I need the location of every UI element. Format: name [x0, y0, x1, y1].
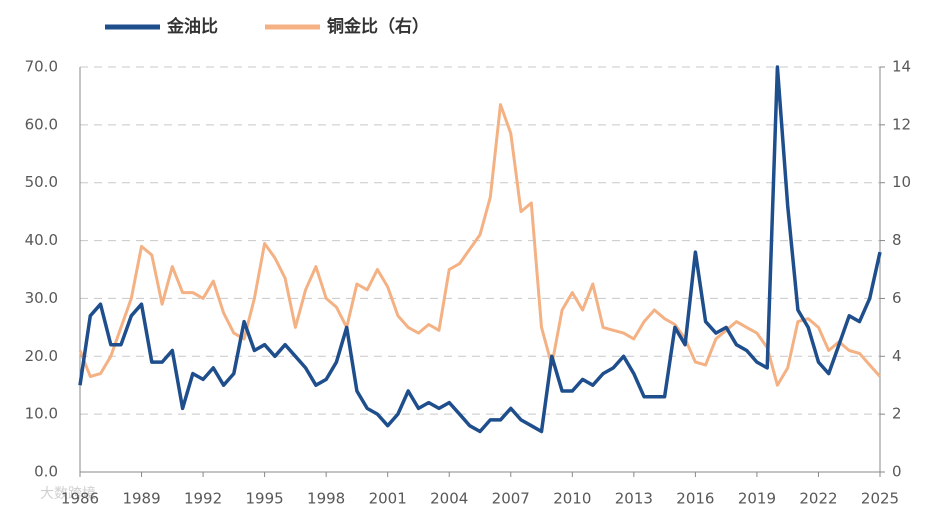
x-tick-label: 2010 — [553, 490, 591, 508]
x-tick-label: 2004 — [430, 490, 468, 508]
y2-tick-label: 0 — [892, 463, 902, 481]
x-tick-label: 2013 — [615, 490, 653, 508]
y2-tick-label: 14 — [892, 58, 911, 76]
x-tick-label: 2007 — [492, 490, 530, 508]
y-tick-label: 10.0 — [25, 405, 58, 423]
series-line — [78, 65, 882, 434]
watermark: 大数跨境 — [40, 486, 96, 502]
y2-tick-label: 2 — [892, 405, 902, 423]
series-line — [78, 103, 882, 387]
legend-label: 铜金比（右） — [327, 16, 429, 37]
x-tick-label: 2016 — [676, 490, 714, 508]
x-tick-label: 1986 — [61, 490, 99, 508]
y-tick-label: 50.0 — [25, 173, 58, 191]
y-tick-label: 60.0 — [25, 115, 58, 133]
y2-tick-label: 12 — [892, 115, 911, 133]
y-tick-label: 0.0 — [34, 463, 58, 481]
x-tick-label: 2025 — [861, 490, 899, 508]
y-tick-label: 30.0 — [25, 289, 58, 307]
y2-tick-label: 10 — [892, 173, 911, 191]
x-tick-label: 1995 — [246, 490, 284, 508]
y-tick-label: 40.0 — [25, 231, 58, 249]
x-tick-label: 2022 — [799, 490, 837, 508]
y-tick-label: 20.0 — [25, 347, 58, 365]
x-tick-label: 1998 — [307, 490, 345, 508]
y2-tick-label: 6 — [892, 289, 902, 307]
x-tick-label: 2001 — [369, 490, 407, 508]
x-tick-label: 1992 — [184, 490, 222, 508]
y2-tick-label: 4 — [892, 347, 902, 365]
legend-label: 金油比 — [166, 16, 218, 37]
x-tick-label: 1989 — [122, 490, 160, 508]
y2-tick-label: 8 — [892, 231, 902, 249]
y-tick-label: 70.0 — [25, 58, 58, 76]
x-tick-label: 2019 — [738, 490, 776, 508]
